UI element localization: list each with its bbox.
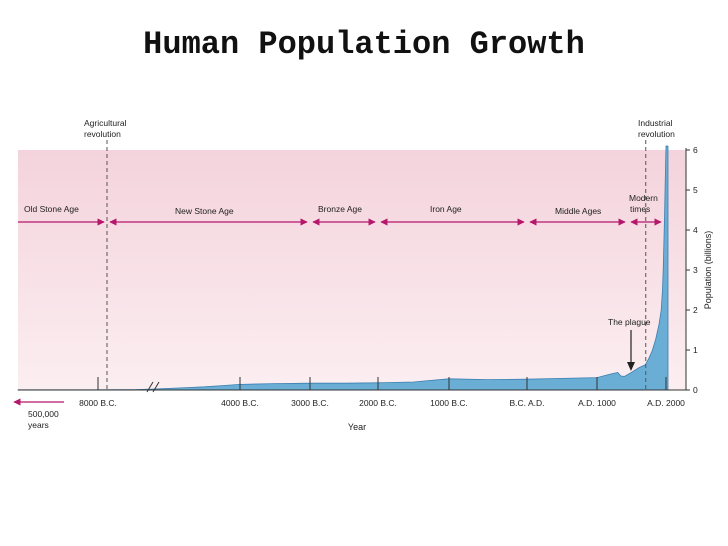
era-label: times [630, 204, 650, 214]
era-label: Modern [629, 193, 658, 203]
revolution-label: revolution [84, 129, 121, 139]
y-tick-label: 2 [693, 305, 698, 315]
era-label: Middle Ages [555, 206, 601, 216]
revolution-label: revolution [638, 129, 675, 139]
y-tick-label: 1 [693, 345, 698, 355]
era-label: Iron Age [430, 204, 462, 214]
y-tick-label: 0 [693, 385, 698, 395]
y-tick-label: 4 [693, 225, 698, 235]
left-marker-label: years [28, 420, 49, 430]
annotation-arrowhead [627, 362, 635, 371]
y-tick-label: 5 [693, 185, 698, 195]
x-tick-label: B.C. A.D. [510, 398, 545, 408]
y-axis-label: Population (billions) [703, 231, 713, 310]
annotation-label: The plague [608, 317, 651, 327]
revolution-label: Agricultural [84, 118, 127, 128]
x-tick-label: 1000 B.C. [430, 398, 468, 408]
chart-title: Human Population Growth [143, 26, 585, 63]
x-tick-label: 2000 B.C. [359, 398, 397, 408]
y-tick-label: 3 [693, 265, 698, 275]
era-label: Bronze Age [318, 204, 362, 214]
era-label: New Stone Age [175, 206, 234, 216]
x-tick-label: A.D. 1000 [578, 398, 616, 408]
background-band [18, 150, 686, 390]
y-tick-label: 6 [693, 145, 698, 155]
left-marker-label: 500,000 [28, 409, 59, 419]
x-tick-label: A.D. 2000 [647, 398, 685, 408]
era-label: Old Stone Age [24, 204, 79, 214]
revolution-label: Industrial [638, 118, 673, 128]
x-axis-label: Year [348, 422, 366, 432]
x-tick-label: 3000 B.C. [291, 398, 329, 408]
x-tick-label: 8000 B.C. [79, 398, 117, 408]
x-tick-label: 4000 B.C. [221, 398, 259, 408]
